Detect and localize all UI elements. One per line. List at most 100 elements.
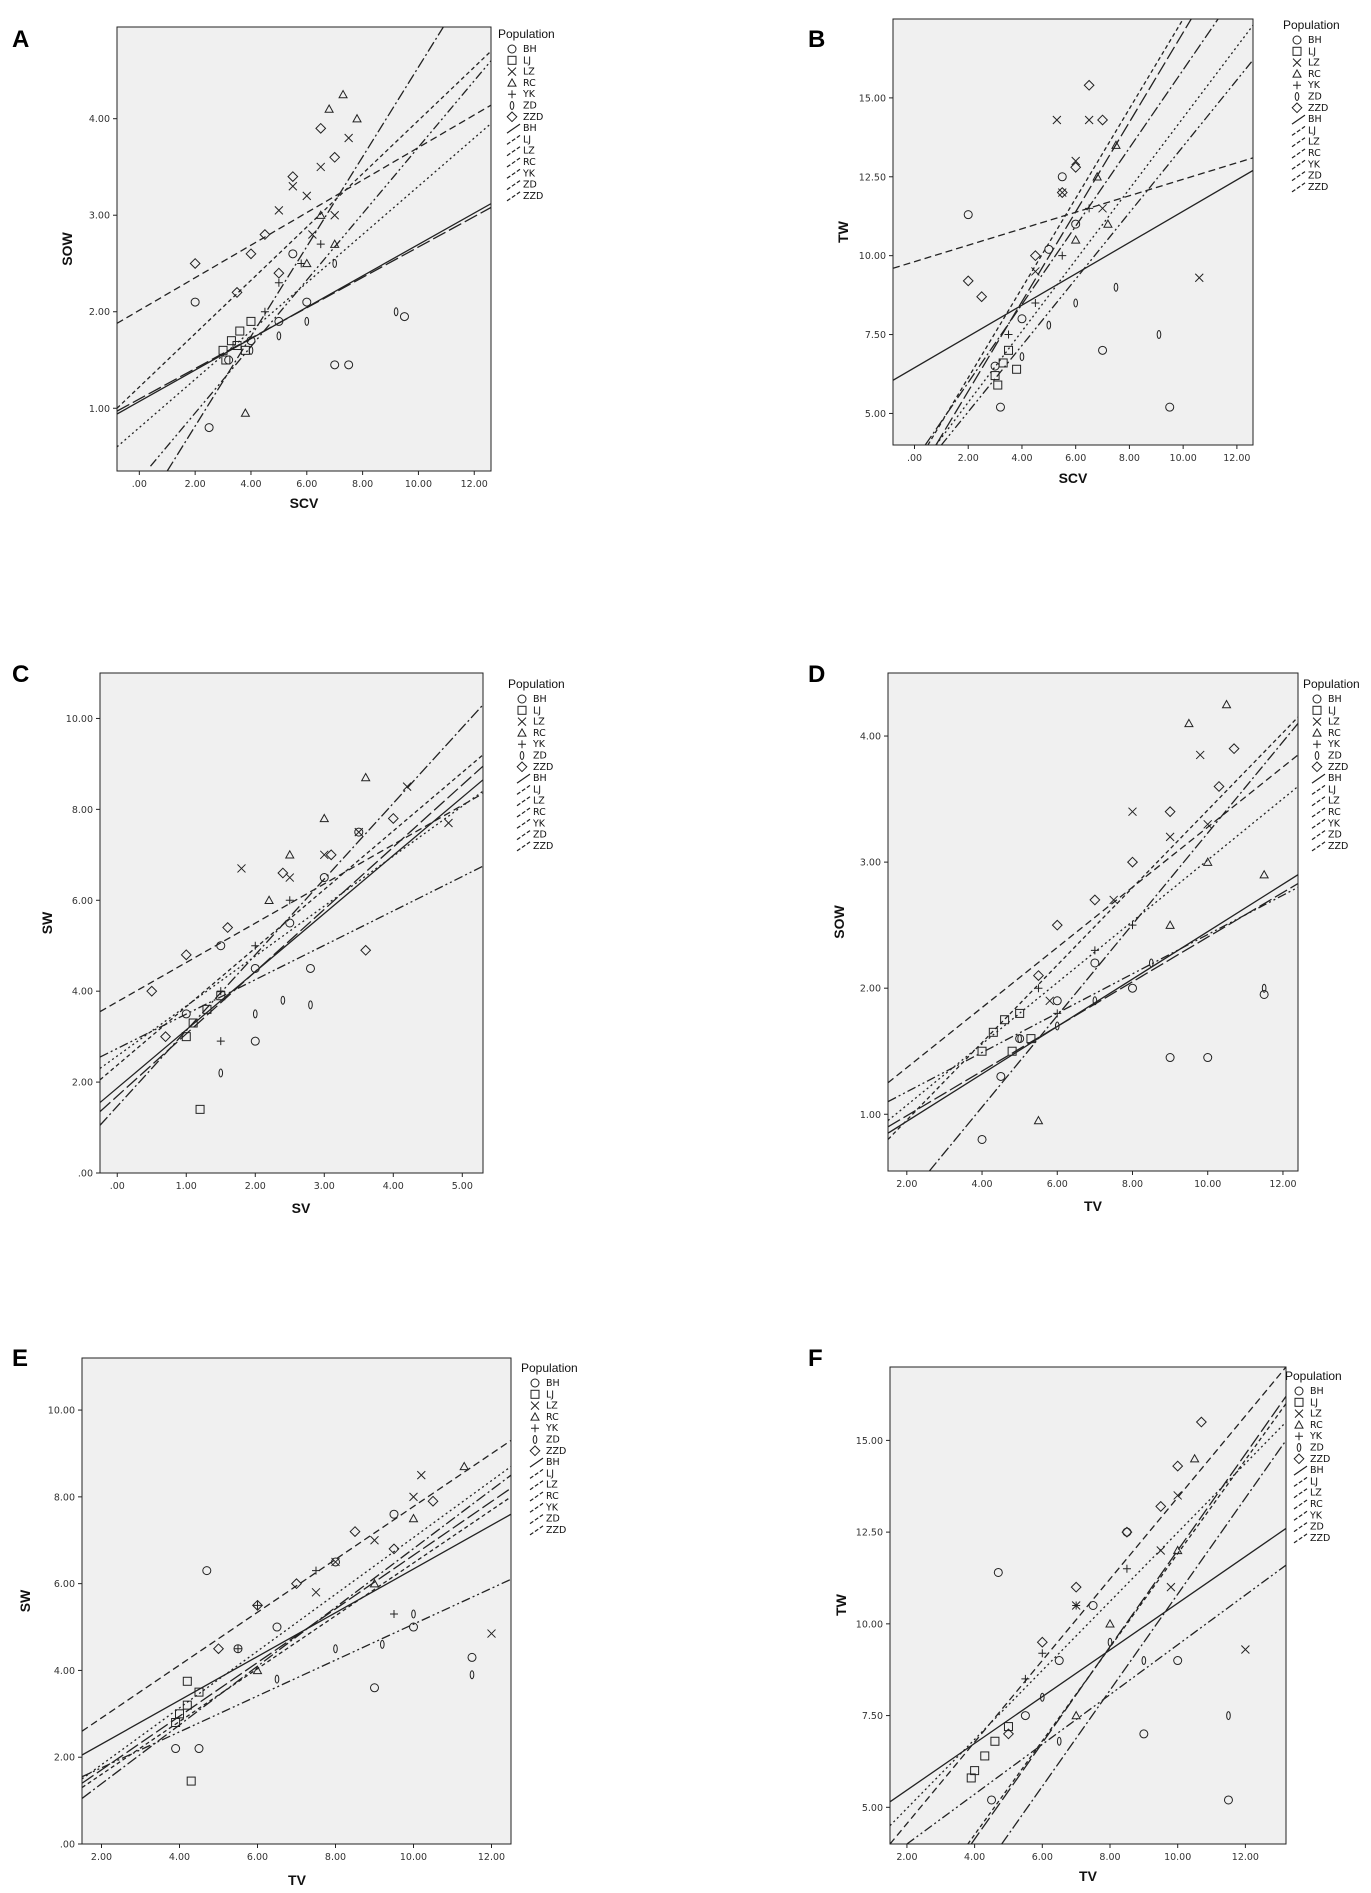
data-point-zzd: [222, 922, 234, 934]
data-point-zzd: [287, 171, 299, 183]
data-point-yk: [260, 307, 269, 316]
data-point-lz: [1109, 895, 1119, 905]
legend-label-line: LZ: [1310, 1488, 1322, 1499]
plot-area: [99, 672, 484, 1174]
data-point-bh: [344, 360, 354, 370]
y-tick-label: 1.00: [89, 404, 110, 415]
legend-line-swatch: [516, 784, 531, 795]
legend-label-line: BH: [533, 773, 547, 784]
panel-letter: C: [12, 661, 29, 688]
data-point-bh: [302, 297, 312, 307]
fit-line-yk: [117, 123, 491, 448]
legend-label-line: RC: [533, 807, 546, 818]
fit-line-bh: [100, 779, 483, 1104]
legend-label-marker: LJ: [1308, 46, 1316, 57]
data-point-zd: [1156, 330, 1162, 340]
data-point-lj: [175, 1709, 184, 1719]
plot-area: [887, 672, 1299, 1172]
data-point-lz: [1203, 819, 1213, 829]
diamond-icon: [1291, 102, 1303, 114]
x-tick-label: 4.00: [383, 1181, 404, 1192]
data-point-bh: [194, 1744, 204, 1754]
fit-line-lj: [117, 206, 491, 412]
data-point-bh: [977, 1134, 987, 1144]
y-tick-label: 12.50: [856, 1528, 883, 1539]
data-point-zzd: [146, 985, 158, 997]
data-point-bh: [181, 1009, 191, 1019]
data-point-rc: [1165, 920, 1175, 929]
legend-label-line: LJ: [523, 134, 531, 145]
data-point-rc: [408, 1513, 419, 1523]
data-point-lj: [1015, 1008, 1025, 1018]
y-tick-label: 3.00: [89, 211, 110, 222]
data-point-lz: [285, 873, 295, 882]
data-point-zzd: [360, 944, 372, 956]
legend-label-marker: ZZD: [533, 762, 553, 773]
legend-label-marker: RC: [1310, 1420, 1323, 1431]
data-point-lj: [246, 316, 256, 326]
data-point-zd: [469, 1670, 475, 1680]
x-tick-label: 4.00: [971, 1179, 992, 1190]
data-point-lz: [444, 818, 453, 828]
data-point-lz: [1128, 807, 1137, 817]
x-tick-label: 8.00: [325, 1852, 346, 1863]
legend-label-marker: ZZD: [546, 1446, 566, 1457]
data-point-zzd: [1083, 79, 1095, 91]
data-point-zd: [1141, 1656, 1147, 1666]
data-point-zzd: [180, 949, 192, 961]
legend-label-marker: RC: [1328, 728, 1341, 739]
x-tick-label: 6.00: [1047, 1179, 1068, 1190]
x-tick-label: 2.00: [245, 1181, 266, 1192]
data-point-lz: [1084, 115, 1094, 125]
fit-line-bh: [888, 874, 1298, 1134]
y-tick-label: 6.00: [54, 1579, 75, 1590]
legend-label-marker: ZD: [1310, 1443, 1324, 1454]
x-tick-label: 4.00: [1011, 453, 1032, 464]
legend-line-swatch: [516, 818, 531, 829]
y-tick-label: 12.50: [859, 172, 886, 183]
legend-label-marker: RC: [533, 728, 546, 739]
data-point-zd: [380, 1639, 385, 1649]
data-point-lj: [980, 1751, 990, 1761]
data-point-lz: [1071, 156, 1081, 166]
x-axis-title: TV: [1084, 1198, 1103, 1214]
data-point-yk: [1090, 946, 1099, 955]
data-point-bh: [1054, 1656, 1064, 1666]
legend-line-swatch: [1291, 171, 1306, 182]
fit-line-lj: [82, 1487, 511, 1784]
data-point-zzd: [277, 867, 289, 879]
fit-line-rc: [890, 1367, 1286, 1844]
data-point-lz: [311, 1587, 321, 1597]
legend-label-line: LJ: [546, 1468, 554, 1479]
data-point-zzd: [315, 122, 327, 134]
data-point-bh: [1088, 1601, 1098, 1610]
data-point-zzd: [1213, 780, 1225, 792]
data-point-zzd: [1002, 1728, 1014, 1740]
legend-label-marker: LZ: [1308, 58, 1320, 69]
data-point-rc: [1033, 1115, 1044, 1125]
legend-line-swatch: [1291, 125, 1306, 136]
legend-label-line: ZD: [1308, 171, 1322, 182]
x-icon: [1294, 1409, 1304, 1418]
diamond-icon: [1311, 761, 1323, 773]
data-point-rc: [352, 113, 362, 123]
legend-label-line: LJ: [533, 784, 541, 795]
legend-label-line: ZD: [1310, 1522, 1324, 1533]
fit-line-bh: [82, 1513, 511, 1756]
x-icon: [1312, 717, 1322, 726]
data-point-yk: [297, 259, 306, 268]
plot-content: [82, 1439, 511, 1799]
data-point-rc: [264, 895, 274, 904]
fit-line-zzd: [927, 19, 1184, 445]
legend-label-line: LZ: [546, 1480, 558, 1491]
data-point-zzd: [329, 151, 341, 163]
legend-label-marker: BH: [1310, 1386, 1324, 1397]
triangle-icon: [1292, 68, 1302, 78]
legend-label-line: LZ: [1328, 796, 1340, 807]
legend-line-swatch: [529, 1502, 544, 1513]
data-point-lj: [235, 326, 245, 336]
data-point-bh: [1090, 958, 1100, 968]
panel-letter: B: [808, 26, 825, 53]
plot-content: [888, 699, 1298, 1171]
